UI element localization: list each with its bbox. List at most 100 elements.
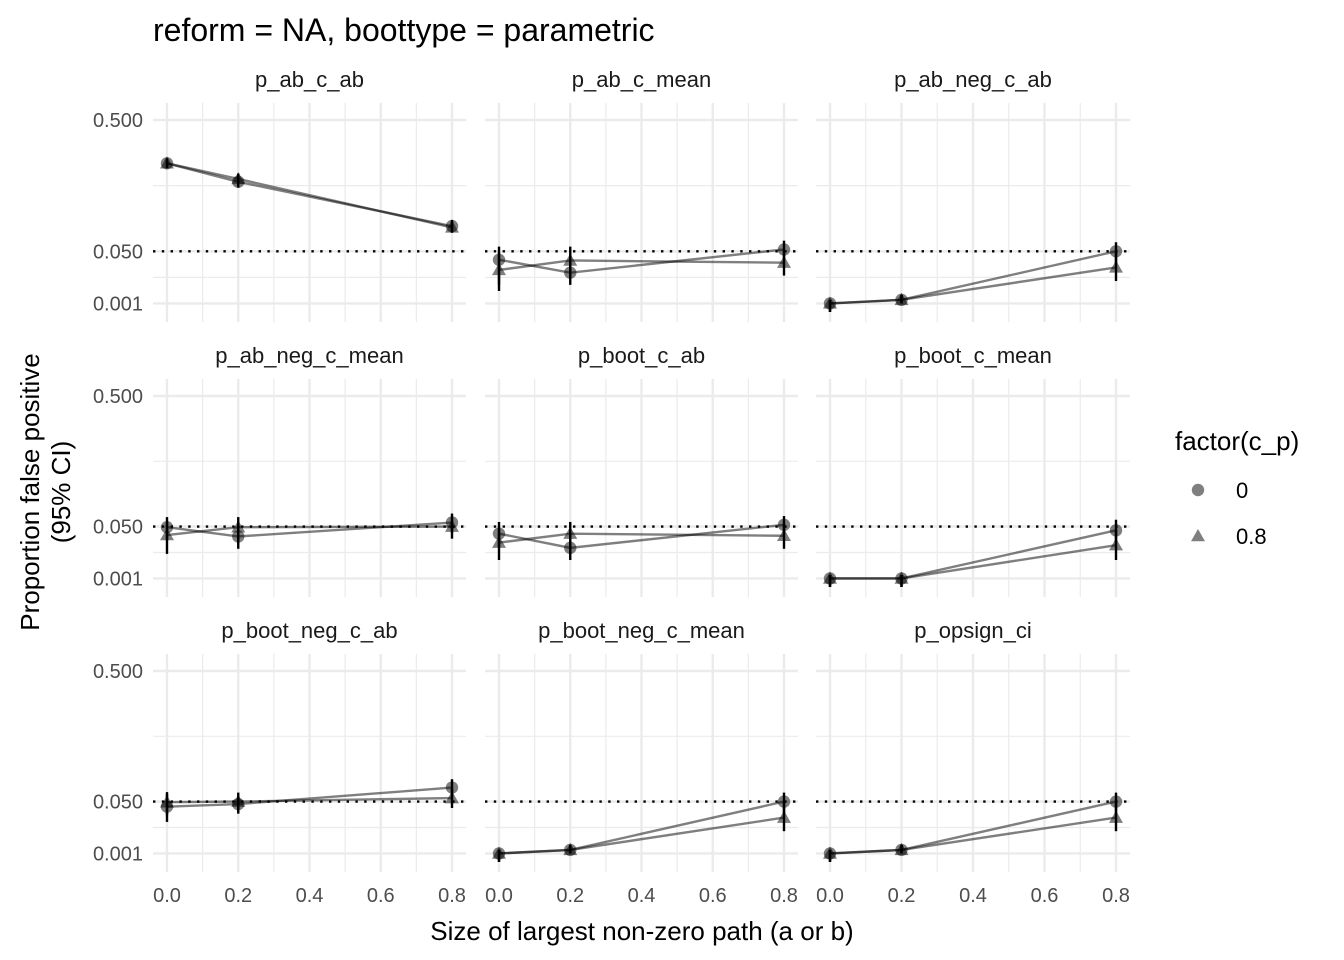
data-point-triangle [563, 526, 578, 539]
x-tick-label: 0.6 [367, 885, 395, 907]
facet-p_ab_c_mean: p_ab_c_mean [485, 67, 798, 322]
data-point-triangle [231, 520, 246, 533]
data-point-circle [445, 781, 459, 794]
y-tick-label: 0.500 [93, 110, 143, 132]
legend-entry-0: 0 [1191, 478, 1248, 503]
facet-p_opsign_ci: p_opsign_ci 0.0 0.2 0.4 0.6 0.8 [816, 618, 1130, 907]
facet-p_ab_neg_c_ab: p_ab_neg_c_ab [816, 67, 1130, 322]
x-tick-label: 0.4 [296, 885, 324, 907]
y-tick-label: 0.050 [93, 517, 143, 539]
x-tick-label: 0.8 [1102, 885, 1130, 907]
series-c_p-0.8 [160, 156, 459, 233]
data-point-triangle [777, 528, 791, 541]
y-axis-label-line-1: Proportion false positive [15, 353, 45, 630]
data-point-triangle [492, 262, 506, 276]
y-tick-label: 0.001 [93, 293, 143, 315]
facet-label: p_ab_neg_c_ab [894, 67, 1052, 92]
data-point-triangle [160, 156, 174, 169]
x-tick-label: 0.8 [438, 885, 466, 907]
facet-label: p_ab_neg_c_mean [215, 343, 403, 368]
legend-label: 0 [1236, 478, 1248, 503]
data-point-triangle [894, 842, 909, 856]
y-tick-label: 0.001 [93, 843, 143, 865]
legend-entries: 00.8 [1191, 478, 1267, 549]
x-axis-label: Size of largest non-zero path (a or b) [430, 916, 853, 946]
data-point-triangle [160, 528, 174, 541]
chart-title: reform = NA, boottype = parametric [153, 12, 655, 48]
facet-p_boot_neg_c_mean: p_boot_neg_c_mean 0.0 0.2 0.4 0.6 0.8 [485, 618, 798, 907]
data-point-triangle [823, 296, 837, 309]
series-c_p-0.8 [492, 802, 791, 862]
series-c_p-0.8 [160, 789, 459, 816]
series-c_p-0.8 [160, 517, 459, 554]
data-point-triangle [231, 171, 246, 185]
data-point-triangle [894, 292, 909, 306]
x-tick-label: 0.4 [628, 885, 656, 907]
series-c_p-0.8 [492, 521, 791, 560]
data-point-triangle [777, 810, 791, 823]
x-tick-label: 0.2 [224, 885, 252, 907]
x-tick-label: 0.0 [816, 885, 844, 907]
x-tick-label: 0.8 [770, 885, 798, 907]
y-tick-label: 0.500 [93, 386, 143, 408]
data-point-circle [777, 243, 791, 256]
facet-label: p_boot_c_mean [894, 343, 1052, 368]
legend-title: factor(c_p) [1175, 426, 1299, 456]
y-tick-label: 0.050 [93, 792, 143, 814]
legend: factor(c_p) 00.8 [1175, 426, 1299, 549]
y-axis-label: Proportion false positive (95% CI) [15, 353, 76, 630]
data-point-triangle [1109, 538, 1123, 551]
data-point-triangle [823, 571, 837, 584]
x-tick-label: 0.2 [888, 885, 916, 907]
facet-p_ab_neg_c_mean: p_ab_neg_c_mean 0.500 0.050 0.001 [93, 343, 466, 597]
x-tick-label: 0.6 [699, 885, 727, 907]
data-point-triangle [894, 571, 909, 584]
x-tick-label: 0.4 [959, 885, 987, 907]
x-tick-label: 0.0 [153, 885, 181, 907]
facet-label: p_opsign_ci [914, 618, 1031, 643]
facet-grid: p_ab_c_ab 0.500 0.050 0.001 p_ab_c_mean p_ab_… [93, 67, 1130, 907]
facet-label: p_ab_c_mean [572, 67, 711, 92]
x-tick-label: 0.6 [1031, 885, 1059, 907]
data-point-triangle [1109, 260, 1123, 273]
facet-label: p_ab_c_ab [255, 67, 364, 92]
legend-label: 0.8 [1236, 524, 1267, 549]
facet-label: p_boot_neg_c_ab [221, 618, 397, 643]
data-point-circle [1109, 245, 1123, 258]
data-point-circle [1109, 795, 1123, 808]
data-point-triangle [777, 255, 791, 268]
facet-p_boot_neg_c_ab: p_boot_neg_c_ab 0.500 0.050 0.001 0.0 0.2 0.4 0… [93, 618, 466, 907]
facet-p_boot_c_ab: p_boot_c_ab [485, 343, 798, 597]
data-point-triangle [563, 842, 578, 856]
legend-key-circle [1191, 483, 1205, 497]
data-point-circle [564, 541, 577, 555]
legend-key-triangle [1191, 529, 1205, 542]
series-c_p-0.8 [823, 530, 1123, 587]
y-tick-label: 0.500 [93, 661, 143, 683]
data-point-triangle [445, 519, 459, 532]
series-c_p-0.8 [492, 246, 791, 285]
data-point-triangle [231, 794, 246, 807]
x-tick-label: 0.2 [556, 885, 584, 907]
data-point-triangle [823, 846, 837, 859]
data-point-triangle [492, 535, 506, 548]
series-c_p-0.8 [823, 802, 1123, 862]
data-point-triangle [1109, 810, 1123, 823]
data-point-triangle [445, 220, 459, 233]
legend-entry-0.8: 0.8 [1191, 524, 1267, 549]
data-point-triangle [492, 846, 506, 859]
facet-label: p_boot_neg_c_mean [538, 618, 745, 643]
y-tick-label: 0.001 [93, 568, 143, 590]
facet-p_ab_c_ab: p_ab_c_ab 0.500 0.050 0.001 [93, 67, 466, 322]
data-point-triangle [160, 795, 174, 808]
data-point-circle [777, 795, 791, 808]
y-axis-label-line-2: (95% CI) [46, 441, 76, 544]
y-tick-label: 0.050 [93, 241, 143, 263]
data-point-triangle [445, 791, 459, 804]
facet-label: p_boot_c_ab [578, 343, 705, 368]
series-c_p-0.8 [823, 252, 1123, 312]
x-tick-label: 0.0 [485, 885, 513, 907]
data-point-triangle [563, 253, 578, 266]
facet-p_boot_c_mean: p_boot_c_mean [816, 343, 1130, 597]
